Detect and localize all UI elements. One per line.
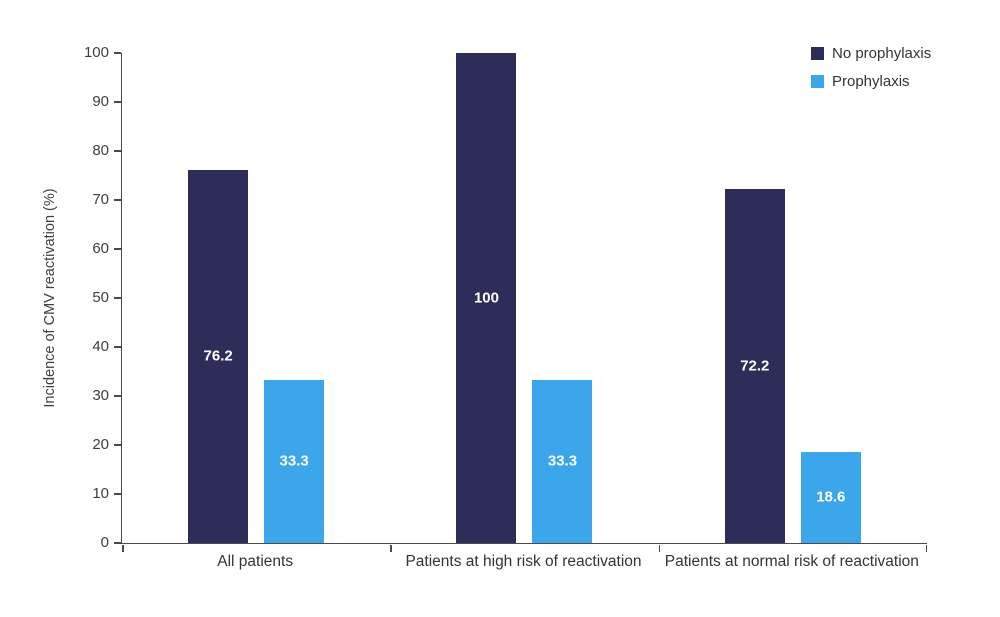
category-label-all-patients: All patients xyxy=(217,553,294,570)
prophylaxis-bar: 33.3 xyxy=(532,379,593,543)
bar-value-label: 18.6 xyxy=(816,488,846,506)
legend-item-prophylaxis: Prophylaxis xyxy=(811,72,931,90)
no-prophylaxis-bar: 72.2 xyxy=(724,189,785,543)
plot-area: 76.2 33.3 100 33.3 72.2 18.6 0 10 20 30 40 50 60 70 8… xyxy=(84,44,927,552)
x-tick-mark xyxy=(122,544,124,552)
category-labels: All patients Patients at high risk of rea… xyxy=(121,553,926,571)
bar-value-label: 100 xyxy=(473,289,499,307)
y-tick-mark xyxy=(114,101,121,103)
category-label-patients-at-high-risk-of-reactivation: Patients at high risk of reactivation xyxy=(405,553,642,570)
y-tick-mark xyxy=(114,493,121,495)
y-tick-mark xyxy=(114,52,121,54)
y-tick-label: 60 xyxy=(92,240,109,257)
legend: No prophylaxis Prophylaxis xyxy=(811,44,931,90)
y-tick-label: 20 xyxy=(92,436,109,453)
legend-label: Prophylaxis xyxy=(832,72,910,90)
y-tick-mark xyxy=(114,248,121,250)
no-prophylaxis-bar: 76.2 xyxy=(188,169,249,543)
prophylaxis-bar: 18.6 xyxy=(800,451,861,543)
y-tick-mark xyxy=(114,346,121,348)
x-tick-mark xyxy=(925,544,927,552)
bar-group-patients-at-high-risk-of-reactivation: 100 33.3 xyxy=(390,53,658,543)
bar-group-patients-at-normal-risk-of-reactivation: 72.2 18.6 xyxy=(659,53,927,543)
x-tick-mark xyxy=(658,544,661,552)
prophylaxis-bar: 33.3 xyxy=(264,379,325,543)
bar-groups: 76.2 33.3 100 33.3 72.2 18.6 xyxy=(122,53,927,543)
legend-swatch-no-prophylaxis-icon xyxy=(811,46,824,60)
y-tick-mark xyxy=(114,444,121,446)
category-label-patients-at-normal-risk-of-reactivation: Patients at normal risk of reactivation xyxy=(664,553,919,570)
bar-value-label: 76.2 xyxy=(203,347,233,365)
bar-value-label: 33.3 xyxy=(547,452,578,470)
legend-item-no-prophylaxis: No prophylaxis xyxy=(811,44,931,62)
bar-value-label: 33.3 xyxy=(279,452,309,470)
legend-swatch-prophylaxis-icon xyxy=(811,74,824,88)
no-prophylaxis-bar: 100 xyxy=(456,53,517,543)
y-tick-label: 80 xyxy=(92,142,109,159)
y-tick-mark xyxy=(114,297,121,299)
y-tick-label: 0 xyxy=(100,534,109,551)
y-tick-label: 10 xyxy=(92,485,109,502)
y-tick-label: 40 xyxy=(92,338,109,355)
legend-label: No prophylaxis xyxy=(832,44,932,62)
y-tick-label: 70 xyxy=(92,191,109,208)
y-tick-label: 90 xyxy=(92,93,109,110)
y-tick-label: 50 xyxy=(92,289,109,306)
y-tick-mark xyxy=(114,542,121,544)
y-tick-mark xyxy=(114,395,121,397)
bar-value-label: 72.2 xyxy=(740,357,770,375)
y-tick-mark xyxy=(114,150,121,152)
y-axis-title: Incidence of CMV reactivation (%) xyxy=(42,188,58,408)
y-tick-mark xyxy=(114,199,121,201)
y-tick-label: 100 xyxy=(83,44,109,61)
x-tick-mark xyxy=(390,544,392,552)
y-tick-label: 30 xyxy=(92,387,109,404)
bar-group-all-patients: 76.2 33.3 xyxy=(122,53,390,543)
